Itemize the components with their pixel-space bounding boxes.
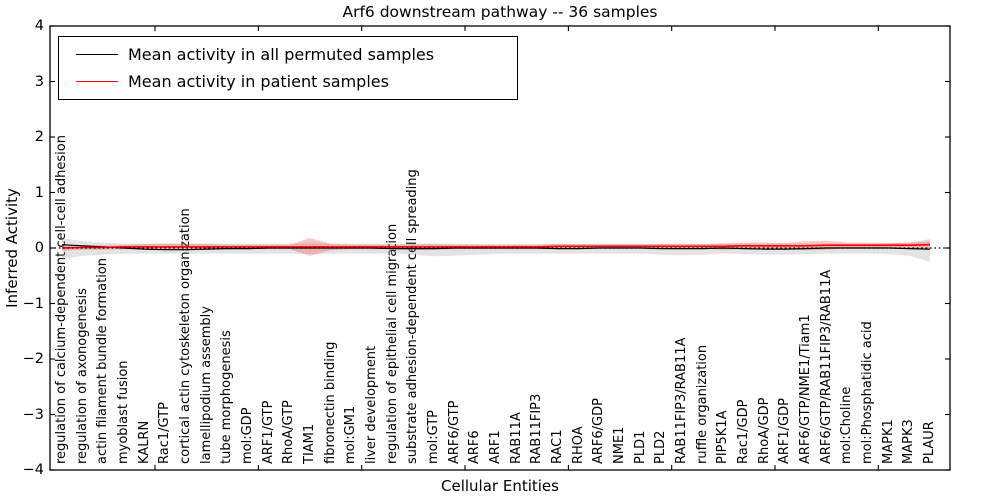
y-tick-label: 3 (34, 73, 44, 90)
y-tick-label: −1 (22, 295, 44, 312)
legend-entry: Mean activity in all permuted samples (59, 45, 517, 64)
y-tick-label: 0 (34, 240, 44, 256)
y-tick-label: 2 (34, 129, 44, 145)
legend-label: Mean activity in all permuted samples (128, 45, 435, 64)
x-axis-title: Cellular Entities (441, 477, 559, 495)
legend: Mean activity in all permuted samples Mea… (58, 36, 518, 100)
y-tick-label: 1 (34, 184, 44, 201)
legend-entry: Mean activity in patient samples (59, 72, 517, 91)
legend-line-sample (76, 54, 118, 55)
legend-line-sample (76, 81, 118, 82)
y-tick-label: −2 (22, 351, 44, 367)
y-tick-label: 4 (34, 18, 44, 34)
legend-label: Mean activity in patient samples (128, 72, 389, 91)
chart-title: Arf6 downstream pathway -- 36 samples (342, 3, 658, 21)
y-tick-label: −4 (22, 462, 44, 478)
y-tick-label: −3 (22, 406, 44, 423)
